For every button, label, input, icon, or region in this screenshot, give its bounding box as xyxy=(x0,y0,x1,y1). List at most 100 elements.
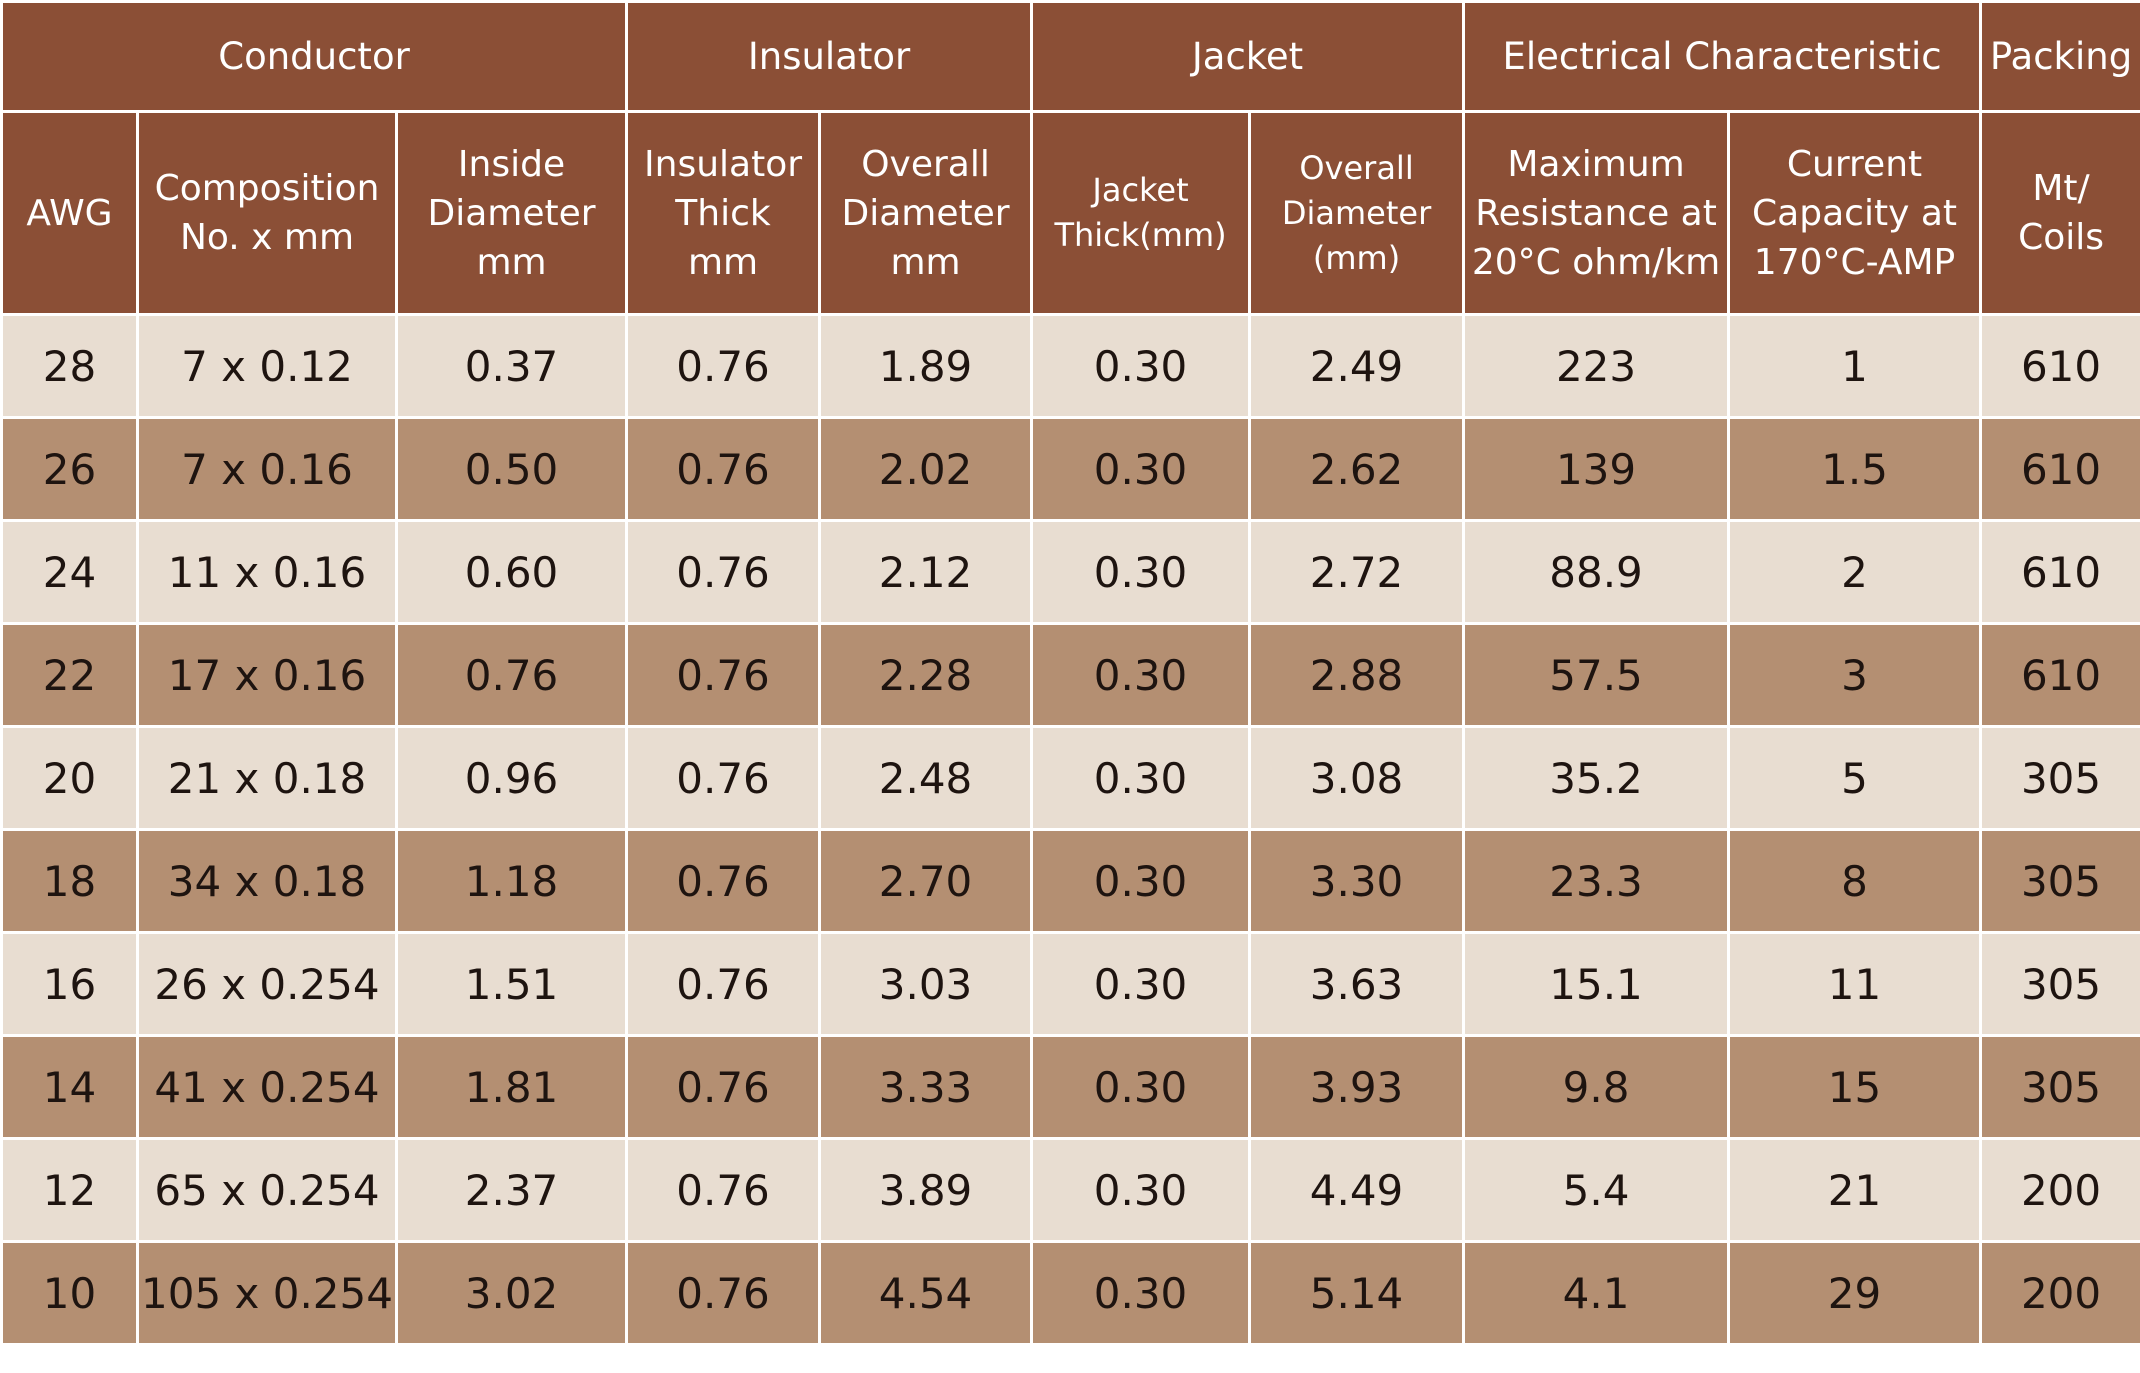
cell-mt-coils: 200 xyxy=(1979,1240,2140,1346)
cell-composition: 41 x 0.254 xyxy=(136,1034,398,1140)
cell-inside-diameter: 2.37 xyxy=(394,1137,629,1243)
cell-insulator-overall-diameter: 2.12 xyxy=(818,519,1034,625)
cell-inside-diameter: 0.50 xyxy=(394,416,629,522)
col-header-line: Current xyxy=(1786,143,1923,185)
table-row: 22 17 x 0.16 0.76 0.76 2.28 0.30 2.88 57.5 3 610 xyxy=(0,622,2140,728)
cell-inside-diameter: 0.37 xyxy=(394,313,629,419)
cell-inside-diameter: 1.51 xyxy=(394,931,629,1037)
cell-jacket-thick: 0.30 xyxy=(1030,622,1252,728)
cell-jacket-overall-diameter: 3.30 xyxy=(1248,828,1466,934)
column-header-row: AWG Composition No. x mm Inside Diameter… xyxy=(0,110,2140,316)
cell-max-resistance: 15.1 xyxy=(1462,931,1731,1037)
cell-insulator-overall-diameter: 2.28 xyxy=(818,622,1034,728)
cell-jacket-thick: 0.30 xyxy=(1030,931,1252,1037)
cell-insulator-thick: 0.76 xyxy=(625,828,822,934)
cell-jacket-overall-diameter: 4.49 xyxy=(1248,1137,1466,1243)
cell-max-resistance: 4.1 xyxy=(1462,1240,1731,1346)
col-header-max-resistance: Maximum Resistance at 20°C ohm/km xyxy=(1462,110,1731,316)
group-header-insulator: Insulator xyxy=(625,0,1034,113)
cell-mt-coils: 610 xyxy=(1979,622,2140,728)
cell-max-resistance: 35.2 xyxy=(1462,725,1731,831)
cell-jacket-thick: 0.30 xyxy=(1030,1240,1252,1346)
cell-current-capacity: 1 xyxy=(1727,313,1983,419)
cell-mt-coils: 200 xyxy=(1979,1137,2140,1243)
cell-current-capacity: 29 xyxy=(1727,1240,1983,1346)
cell-composition: 17 x 0.16 xyxy=(136,622,398,728)
cell-awg: 24 xyxy=(0,519,139,625)
cell-max-resistance: 9.8 xyxy=(1462,1034,1731,1140)
cell-insulator-thick: 0.76 xyxy=(625,313,822,419)
cell-insulator-thick: 0.76 xyxy=(625,519,822,625)
cell-inside-diameter: 0.96 xyxy=(394,725,629,831)
cell-awg: 10 xyxy=(0,1240,139,1346)
col-header-line: mm xyxy=(890,241,961,283)
cell-jacket-thick: 0.30 xyxy=(1030,519,1252,625)
cell-composition: 11 x 0.16 xyxy=(136,519,398,625)
cell-jacket-overall-diameter: 2.88 xyxy=(1248,622,1466,728)
table-body: 28 7 x 0.12 0.37 0.76 1.89 0.30 2.49 223 1 610 26 7… xyxy=(0,313,2140,1346)
table-row: 12 65 x 0.254 2.37 0.76 3.89 0.30 4.49 5.4 21 200 xyxy=(0,1137,2140,1243)
cell-insulator-overall-diameter: 2.48 xyxy=(818,725,1034,831)
col-header-line: Insulator xyxy=(644,143,803,185)
cell-awg: 26 xyxy=(0,416,139,522)
cell-current-capacity: 21 xyxy=(1727,1137,1983,1243)
group-header-packing: Packing xyxy=(1979,0,2140,113)
cell-insulator-overall-diameter: 2.70 xyxy=(818,828,1034,934)
cell-current-capacity: 8 xyxy=(1727,828,1983,934)
cell-mt-coils: 610 xyxy=(1979,313,2140,419)
col-header-line: Coils xyxy=(2018,217,2104,258)
col-header-insulator-thick: Insulator Thick mm xyxy=(625,110,822,316)
table-row: 18 34 x 0.18 1.18 0.76 2.70 0.30 3.30 23.3 8 305 xyxy=(0,828,2140,934)
col-header-current-capacity: Current Capacity at 170°C-AMP xyxy=(1727,110,1983,316)
cell-current-capacity: 3 xyxy=(1727,622,1983,728)
table-row: 14 41 x 0.254 1.81 0.76 3.33 0.30 3.93 9.8 15 305 xyxy=(0,1034,2140,1140)
col-header-line: Diameter xyxy=(841,192,1010,234)
col-header-line: Diameter xyxy=(427,192,596,234)
col-header-line: Inside xyxy=(457,143,566,185)
cell-awg: 18 xyxy=(0,828,139,934)
cell-max-resistance: 88.9 xyxy=(1462,519,1731,625)
cell-jacket-overall-diameter: 5.14 xyxy=(1248,1240,1466,1346)
cell-max-resistance: 223 xyxy=(1462,313,1731,419)
cell-jacket-thick: 0.30 xyxy=(1030,1137,1252,1243)
cell-composition: 26 x 0.254 xyxy=(136,931,398,1037)
table-row: 16 26 x 0.254 1.51 0.76 3.03 0.30 3.63 15.1 11 30… xyxy=(0,931,2140,1037)
col-header-jacket-overall-diameter: Overall Diameter (mm) xyxy=(1248,110,1466,316)
col-header-insulator-overall-diameter: Overall Diameter mm xyxy=(818,110,1034,316)
table-row: 28 7 x 0.12 0.37 0.76 1.89 0.30 2.49 223 1 610 xyxy=(0,313,2140,419)
group-header-electrical: Electrical Characteristic xyxy=(1462,0,1983,113)
col-header-line: Overall xyxy=(861,143,990,185)
col-header-line: Thick(mm) xyxy=(1054,216,1227,254)
cell-mt-coils: 305 xyxy=(1979,1034,2140,1140)
cell-jacket-thick: 0.30 xyxy=(1030,313,1252,419)
cell-insulator-overall-diameter: 3.89 xyxy=(818,1137,1034,1243)
cell-jacket-overall-diameter: 2.49 xyxy=(1248,313,1466,419)
cell-composition: 21 x 0.18 xyxy=(136,725,398,831)
cell-current-capacity: 1.5 xyxy=(1727,416,1983,522)
cell-max-resistance: 5.4 xyxy=(1462,1137,1731,1243)
cell-inside-diameter: 0.76 xyxy=(394,622,629,728)
cell-current-capacity: 15 xyxy=(1727,1034,1983,1140)
cell-inside-diameter: 1.81 xyxy=(394,1034,629,1140)
col-header-jacket-thick: Jacket Thick(mm) xyxy=(1030,110,1252,316)
cell-max-resistance: 23.3 xyxy=(1462,828,1731,934)
cell-composition: 7 x 0.16 xyxy=(136,416,398,522)
col-header-mt-coils: Mt/ Coils xyxy=(1979,110,2140,316)
cell-current-capacity: 2 xyxy=(1727,519,1983,625)
cell-current-capacity: 11 xyxy=(1727,931,1983,1037)
cell-awg: 28 xyxy=(0,313,139,419)
cell-awg: 22 xyxy=(0,622,139,728)
cell-jacket-overall-diameter: 3.93 xyxy=(1248,1034,1466,1140)
cell-jacket-thick: 0.30 xyxy=(1030,416,1252,522)
cell-jacket-overall-diameter: 3.08 xyxy=(1248,725,1466,831)
col-header-inside-diameter: Inside Diameter mm xyxy=(394,110,629,316)
col-header-line: AWG xyxy=(26,192,113,234)
cell-insulator-thick: 0.76 xyxy=(625,931,822,1037)
cell-inside-diameter: 0.60 xyxy=(394,519,629,625)
cell-mt-coils: 305 xyxy=(1979,828,2140,934)
group-header-conductor: Conductor xyxy=(0,0,629,113)
table-row: 20 21 x 0.18 0.96 0.76 2.48 0.30 3.08 35.2 5 305 xyxy=(0,725,2140,831)
cell-awg: 14 xyxy=(0,1034,139,1140)
cell-awg: 12 xyxy=(0,1137,139,1243)
